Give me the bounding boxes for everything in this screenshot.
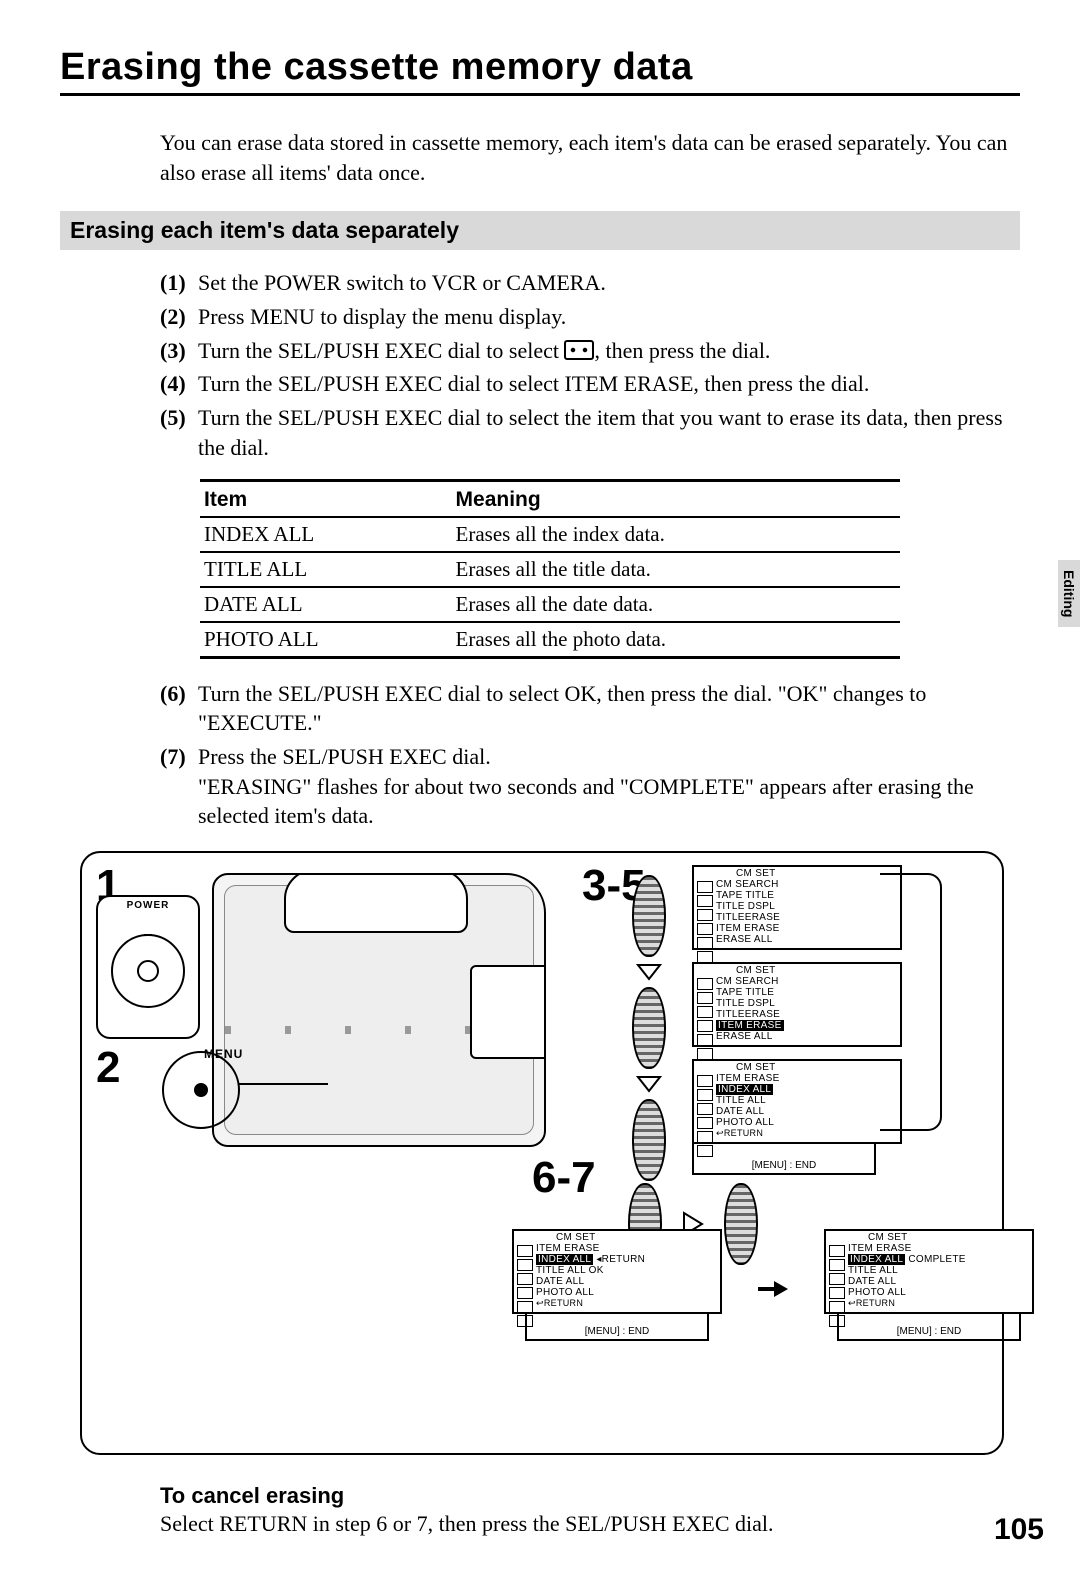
fig-number-2: 2 bbox=[96, 1043, 120, 1093]
step-text: Press the SEL/PUSH EXEC dial. "ERASING" … bbox=[198, 742, 1020, 831]
step-number: (4) bbox=[160, 369, 198, 399]
menu-box-ok: CM SET ITEM ERASE INDEX ALL ◂RETURN TITL… bbox=[512, 1229, 722, 1314]
cell-item: TITLE ALL bbox=[200, 552, 452, 587]
step-text: Turn the SEL/PUSH EXEC dial to select th… bbox=[198, 403, 1020, 462]
power-label: POWER bbox=[98, 900, 198, 911]
step-number: (7) bbox=[160, 742, 198, 831]
menu-end-label: [MENU] : END bbox=[837, 1314, 1021, 1341]
intro-text: You can erase data stored in cassette me… bbox=[160, 128, 1020, 187]
selected-item: INDEX ALL bbox=[716, 1084, 773, 1095]
page-number: 105 bbox=[994, 1513, 1044, 1547]
selected-item: ITEM ERASE bbox=[716, 1020, 784, 1031]
cell-item: PHOTO ALL bbox=[200, 622, 452, 658]
step-number: (3) bbox=[160, 336, 198, 366]
step-number: (1) bbox=[160, 268, 198, 298]
step-number: (6) bbox=[160, 679, 198, 738]
side-tab-editing: Editing bbox=[1058, 560, 1080, 627]
cancel-text: Select RETURN in step 6 or 7, then press… bbox=[160, 1511, 1020, 1537]
menu-label: MENU bbox=[204, 1047, 243, 1061]
cancel-section: To cancel erasing Select RETURN in step … bbox=[160, 1483, 1020, 1537]
step-text: Turn the SEL/PUSH EXEC dial to select OK… bbox=[198, 679, 1020, 738]
step-3: (3) Turn the SEL/PUSH EXEC dial to selec… bbox=[160, 336, 1020, 366]
page-title: Erasing the cassette memory data bbox=[60, 46, 1020, 96]
cell-meaning: Erases all the date data. bbox=[452, 587, 900, 622]
step-1: (1) Set the POWER switch to VCR or CAMER… bbox=[160, 268, 1020, 298]
fig-number-6-7: 6-7 bbox=[532, 1153, 596, 1203]
steps-list: (1) Set the POWER switch to VCR or CAMER… bbox=[160, 268, 1020, 462]
menu-box-cmset-3: CM SET ITEM ERASE INDEX ALL TITLE ALL DA… bbox=[692, 1059, 902, 1144]
dial-icon bbox=[632, 875, 666, 957]
cell-meaning: Erases all the index data. bbox=[452, 517, 900, 552]
step-number: (2) bbox=[160, 302, 198, 332]
step-text: Press MENU to display the menu display. bbox=[198, 302, 1020, 332]
arrow-down-icon bbox=[636, 963, 662, 981]
step-6: (6) Turn the SEL/PUSH EXEC dial to selec… bbox=[160, 679, 1020, 738]
loop-arrow bbox=[880, 873, 942, 1131]
step-4: (4) Turn the SEL/PUSH EXEC dial to selec… bbox=[160, 369, 1020, 399]
cell-item: INDEX ALL bbox=[200, 517, 452, 552]
step-text: Turn the SEL/PUSH EXEC dial to select IT… bbox=[198, 369, 1020, 399]
col-item: Item bbox=[200, 480, 452, 517]
step-text: Turn the SEL/PUSH EXEC dial to select , … bbox=[198, 336, 1020, 366]
step-text: Set the POWER switch to VCR or CAMERA. bbox=[198, 268, 1020, 298]
section-heading: Erasing each item's data separately bbox=[60, 211, 1020, 250]
cassette-memory-icon bbox=[564, 340, 594, 360]
menu-end-label: [MENU] : END bbox=[525, 1314, 709, 1341]
step-5: (5) Turn the SEL/PUSH EXEC dial to selec… bbox=[160, 403, 1020, 462]
step-7: (7) Press the SEL/PUSH EXEC dial. "ERASI… bbox=[160, 742, 1020, 831]
menu-row-6-7: CM SET ITEM ERASE INDEX ALL ◂RETURN TITL… bbox=[512, 1229, 1034, 1341]
arrow-down-icon bbox=[636, 1075, 662, 1093]
menu-box-cmset-1: CM SET CM SEARCH TAPE TITLE TITLE DSPL T… bbox=[692, 865, 902, 950]
menu-button-inset: MENU bbox=[162, 1047, 282, 1143]
instruction-figure: 1 2 3-5 6-7 POWER VCR CAMERA MENU bbox=[80, 851, 1004, 1455]
menu-stack-3-5: CM SET CM SEARCH TAPE TITLE TITLE DSPL T… bbox=[692, 865, 902, 1175]
dial-sequence-3-5 bbox=[632, 875, 666, 1181]
menu-box-complete: CM SET ITEM ERASE INDEX ALL COMPLETE TIT… bbox=[824, 1229, 1034, 1314]
cell-meaning: Erases all the photo data. bbox=[452, 622, 900, 658]
item-meaning-table: ItemMeaning INDEX ALLErases all the inde… bbox=[200, 479, 900, 659]
cell-item: DATE ALL bbox=[200, 587, 452, 622]
selected-item: INDEX ALL bbox=[848, 1254, 905, 1265]
menu-box-cmset-2: CM SET CM SEARCH TAPE TITLE TITLE DSPL T… bbox=[692, 962, 902, 1047]
dial-icon bbox=[632, 987, 666, 1069]
selected-item: INDEX ALL bbox=[536, 1254, 593, 1265]
step-number: (5) bbox=[160, 403, 198, 462]
col-meaning: Meaning bbox=[452, 480, 900, 517]
cell-meaning: Erases all the title data. bbox=[452, 552, 900, 587]
steps-list-2: (6) Turn the SEL/PUSH EXEC dial to selec… bbox=[160, 679, 1020, 831]
step-2: (2) Press MENU to display the menu displ… bbox=[160, 302, 1020, 332]
power-switch-inset: POWER VCR CAMERA bbox=[96, 895, 200, 1039]
menu-end-label: [MENU] : END bbox=[692, 1144, 876, 1175]
cancel-heading: To cancel erasing bbox=[160, 1483, 1020, 1509]
menu-button-icon bbox=[162, 1051, 240, 1129]
power-dial-icon: VCR CAMERA bbox=[106, 915, 190, 1027]
arrow-right-solid-icon bbox=[758, 1279, 788, 1299]
dial-icon bbox=[632, 1099, 666, 1181]
